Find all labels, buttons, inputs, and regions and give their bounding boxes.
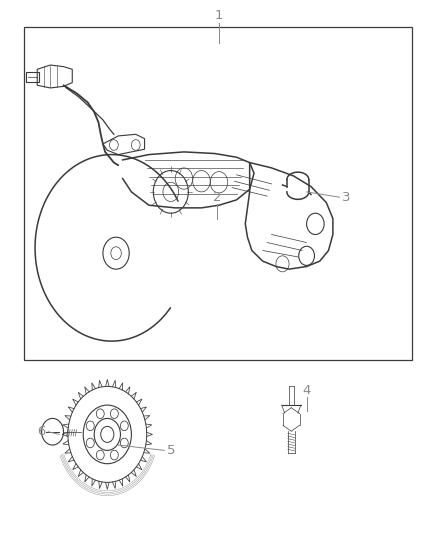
Text: 3: 3 [342, 191, 350, 204]
Text: 4: 4 [302, 384, 311, 397]
Bar [24, 27, 412, 360]
Text: 2: 2 [212, 191, 221, 204]
Text: 1: 1 [215, 10, 223, 22]
Text: 6: 6 [37, 425, 46, 438]
Bar [26, 72, 39, 82]
Text: 5: 5 [166, 444, 175, 457]
